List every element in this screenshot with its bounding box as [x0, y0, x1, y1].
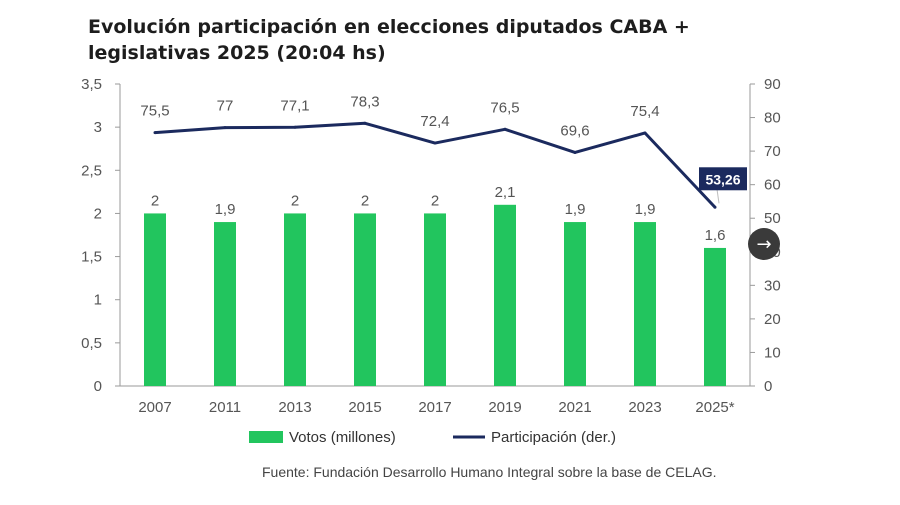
bar-votos [354, 213, 376, 386]
line-point [363, 121, 367, 125]
x-tick-label: 2025* [695, 399, 734, 416]
chart-title: Evolución participación en elecciones di… [88, 16, 690, 64]
bar-votos [284, 213, 306, 386]
line-value-label: 75,4 [630, 103, 659, 120]
bar-value-label: 2 [151, 192, 159, 209]
highlight-label: 53,26 [705, 171, 740, 187]
y-right-tick-label: 10 [764, 344, 781, 361]
bar-votos [704, 247, 726, 386]
line-point [153, 131, 157, 135]
arrow-right-icon: → [756, 233, 772, 255]
y-right-tick-label: 90 [764, 76, 781, 93]
y-left-tick-label: 1,5 [81, 249, 102, 266]
line-point [573, 150, 577, 154]
bar-votos [144, 213, 166, 386]
y-right-tick-label: 50 [764, 210, 781, 227]
line-point [713, 205, 717, 209]
bar-value-label: 1,9 [635, 201, 656, 218]
legend-label-participacion: Participación (der.) [491, 429, 616, 446]
line-value-label: 72,4 [420, 113, 449, 130]
x-tick-label: 2017 [418, 399, 451, 416]
y-right-tick-label: 0 [764, 378, 772, 395]
bar-value-label: 1,9 [565, 201, 586, 218]
x-tick-label: 2013 [278, 399, 311, 416]
y-right-tick-label: 70 [764, 143, 781, 160]
y-left-tick-label: 2 [94, 205, 102, 222]
bar-votos [634, 222, 656, 386]
x-tick-label: 2015 [348, 399, 381, 416]
bar-votos [424, 213, 446, 386]
bar-votos [564, 222, 586, 386]
bar-votos [214, 222, 236, 386]
y-right-tick-label: 30 [764, 277, 781, 294]
bar-value-label: 1,6 [705, 227, 726, 244]
line-point [293, 125, 297, 129]
x-tick-label: 2023 [628, 399, 661, 416]
line-point [643, 131, 647, 135]
y-right-tick-label: 80 [764, 110, 781, 127]
bar-value-label: 2 [431, 192, 439, 209]
x-tick-label: 2019 [488, 399, 521, 416]
line-value-label: 77 [217, 98, 234, 115]
line-value-label: 75,5 [140, 103, 169, 120]
y-left-tick-label: 2,5 [81, 162, 102, 179]
x-tick-label: 2007 [138, 399, 171, 416]
highlight-label-box [699, 167, 747, 191]
x-tick-label: 2011 [209, 399, 241, 416]
chart-source: Fuente: Fundación Desarrollo Humano Inte… [262, 464, 717, 480]
y-right-tick-label: 60 [764, 177, 781, 194]
line-point [433, 141, 437, 145]
y-right-tick-label: 20 [764, 311, 781, 328]
x-tick-label: 2021 [558, 399, 591, 416]
line-value-label: 69,6 [560, 122, 589, 139]
highlight-callout-line [716, 189, 720, 204]
y-left-tick-label: 0,5 [81, 335, 102, 352]
bar-value-label: 1,9 [215, 201, 236, 218]
line-point [223, 126, 227, 130]
legend-swatch-votos [249, 431, 283, 443]
line-value-label: 76,5 [490, 99, 519, 116]
bar-value-label: 2,1 [495, 184, 516, 201]
y-left-tick-label: 3,5 [81, 76, 102, 93]
legend-label-votos: Votos (millones) [289, 429, 396, 446]
bar-value-label: 2 [361, 192, 369, 209]
bar-votos [494, 204, 516, 386]
bar-value-label: 2 [291, 192, 299, 209]
line-point [503, 127, 507, 131]
line-value-label: 78,3 [350, 93, 379, 110]
y-left-tick-label: 1 [94, 292, 102, 309]
y-left-tick-label: 0 [94, 378, 102, 395]
y-left-tick-label: 3 [94, 119, 102, 136]
next-arrow-button[interactable]: → [748, 228, 780, 260]
line-value-label: 77,1 [280, 97, 309, 114]
